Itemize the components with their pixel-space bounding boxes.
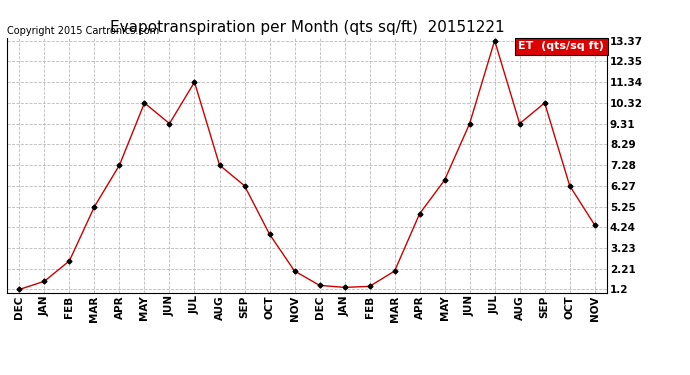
Title: Evapotranspiration per Month (qts sq/ft)  20151221: Evapotranspiration per Month (qts sq/ft)… (110, 20, 504, 35)
Text: ET  (qts/sq ft): ET (qts/sq ft) (518, 41, 604, 51)
Text: Copyright 2015 Cartronics.com: Copyright 2015 Cartronics.com (7, 26, 159, 36)
